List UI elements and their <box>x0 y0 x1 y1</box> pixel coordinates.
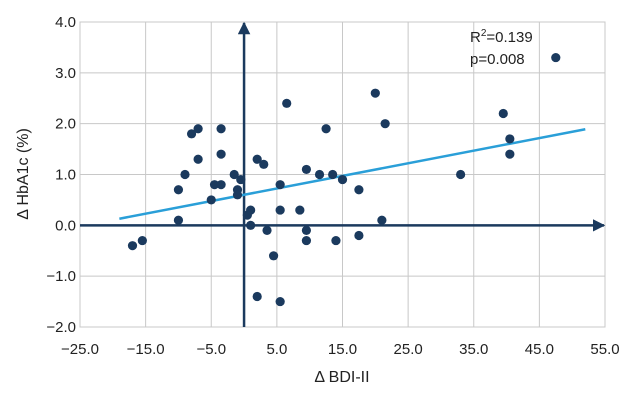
data-point <box>193 124 203 134</box>
data-point <box>236 174 246 185</box>
data-point <box>262 225 272 236</box>
data-point <box>216 180 226 190</box>
tick-labels: −25.0 −15.0 −5.0 5.0 15.0 25.0 35.0 45.0 55.0 −2.… <box>46 14 619 358</box>
data-point <box>137 235 147 246</box>
x-tick-label: 45.0 <box>525 341 554 358</box>
data-point <box>301 235 312 246</box>
y-tick-label: −1.0 <box>46 268 76 285</box>
data-point <box>301 225 312 236</box>
x-axis-title: Δ BDI-II <box>314 369 369 386</box>
data-point <box>282 98 292 108</box>
data-point <box>209 180 220 190</box>
data-point <box>331 235 341 246</box>
r-squared-annotation: R2=0.139 <box>470 28 533 46</box>
data-point <box>505 134 515 144</box>
grid-lines <box>79 21 606 328</box>
data-point <box>498 108 508 119</box>
r-squared-value: =0.139 <box>486 29 532 46</box>
data-point <box>173 215 184 225</box>
data-point <box>301 164 312 175</box>
y-tick-label: 0.0 <box>55 217 76 234</box>
y-tick-label: 1.0 <box>55 167 76 184</box>
data-point <box>252 154 262 164</box>
y-tick-label: 4.0 <box>55 14 76 31</box>
data-point <box>246 220 256 230</box>
data-point <box>275 205 285 215</box>
data-point <box>321 124 331 134</box>
data-points <box>127 52 561 307</box>
x-tick-label: 15.0 <box>328 341 357 358</box>
data-point <box>229 169 239 180</box>
data-point <box>232 190 243 200</box>
data-point <box>275 180 285 190</box>
data-point <box>127 241 138 251</box>
data-point <box>456 169 466 180</box>
x-tick-label: −5.0 <box>196 341 226 358</box>
data-point <box>216 149 226 159</box>
y-tick-label: 2.0 <box>55 116 76 133</box>
data-point <box>246 205 256 215</box>
y-axis-title: Δ HbA1c (%) <box>15 128 32 220</box>
regression-line-group <box>119 128 586 220</box>
data-point <box>370 88 380 98</box>
data-point <box>173 185 184 195</box>
x-tick-label: 35.0 <box>459 341 488 358</box>
data-point <box>328 169 338 180</box>
data-point <box>380 119 390 129</box>
r-squared-symbol: R <box>470 29 481 46</box>
data-point <box>337 174 348 185</box>
data-point <box>551 52 561 63</box>
data-point <box>259 159 269 169</box>
x-tick-label: 25.0 <box>394 341 423 358</box>
axes <box>80 21 606 327</box>
data-point <box>186 129 197 139</box>
r-squared-exponent: 2 <box>481 28 487 39</box>
x-tick-label: −25.0 <box>61 341 99 358</box>
data-point <box>354 230 364 241</box>
data-point <box>275 296 285 307</box>
regression-line <box>119 128 586 220</box>
data-point <box>314 169 325 180</box>
data-point <box>354 185 364 195</box>
data-point <box>206 195 216 205</box>
data-point <box>377 215 387 225</box>
x-tick-label: −15.0 <box>127 341 165 358</box>
data-point <box>505 149 515 159</box>
y-tick-label: 3.0 <box>55 65 76 82</box>
data-point <box>295 205 305 215</box>
data-point <box>216 124 226 134</box>
data-point <box>180 169 190 180</box>
data-point <box>268 251 279 261</box>
y-tick-label: −2.0 <box>46 319 76 336</box>
data-point <box>193 154 203 164</box>
data-point <box>252 291 262 302</box>
p-value-annotation: p=0.008 <box>470 51 525 68</box>
x-tick-label: 55.0 <box>590 341 619 358</box>
x-tick-label: 5.0 <box>266 341 287 358</box>
